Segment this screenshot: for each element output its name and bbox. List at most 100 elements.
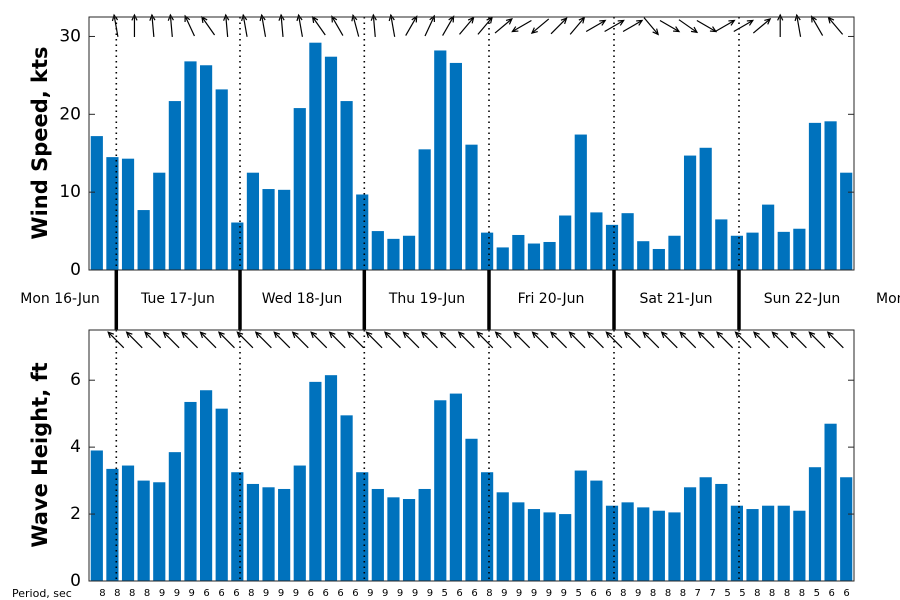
wave-bar xyxy=(730,505,743,581)
wave-direction-arrow xyxy=(623,331,641,349)
wind-direction-arrow xyxy=(569,16,586,35)
wave-bar xyxy=(246,483,260,581)
wave-direction-arrow xyxy=(513,331,531,349)
wind-bar xyxy=(168,101,181,270)
period-value: 8 xyxy=(665,588,671,599)
wind-direction-arrow xyxy=(459,16,475,35)
wave-bar xyxy=(434,400,447,581)
wind-bar xyxy=(683,155,697,270)
day-label: Sat 21-Jun xyxy=(640,291,713,307)
wave-bar xyxy=(371,488,384,581)
period-value: 6 xyxy=(471,588,477,599)
period-value: 8 xyxy=(769,588,775,599)
wind-bar xyxy=(402,235,416,270)
wind-bar xyxy=(543,241,556,270)
wind-bar xyxy=(762,204,775,270)
wind-bar xyxy=(465,144,478,270)
wind-direction-arrow xyxy=(494,18,513,34)
period-value: 6 xyxy=(203,588,209,599)
wave-bar xyxy=(200,390,213,581)
period-value: 5 xyxy=(814,588,820,599)
day-label: Thu 19-Jun xyxy=(388,291,465,307)
wave-bar xyxy=(793,510,806,581)
wind-direction-arrow xyxy=(810,15,824,36)
period-value: 9 xyxy=(174,588,180,599)
period-value: 8 xyxy=(650,588,656,599)
day-label: Mon 16-Jun xyxy=(20,291,100,307)
wind-direction-arrow xyxy=(715,19,736,33)
wind-bar xyxy=(184,61,197,271)
wave-bar xyxy=(168,452,181,581)
wind-bar xyxy=(824,121,837,270)
wave-direction-arrow xyxy=(291,331,309,349)
wind-direction-arrow xyxy=(530,18,550,34)
wave-direction-arrow xyxy=(605,331,623,349)
wave-direction-arrow xyxy=(347,331,365,349)
period-value: 9 xyxy=(635,588,641,599)
wind-bar xyxy=(746,232,759,270)
wind-bar xyxy=(153,172,166,270)
period-value: 5 xyxy=(724,588,730,599)
wind-direction-arrow xyxy=(777,13,784,37)
wind-direction-arrow xyxy=(131,13,138,37)
wave-direction-arrow xyxy=(162,331,180,349)
wind-bar xyxy=(793,228,806,270)
wave-height-axis-label: Wave Height, ft xyxy=(28,362,52,547)
wave-direction-arrow xyxy=(550,331,568,349)
period-value: 8 xyxy=(248,588,254,599)
period-value: 9 xyxy=(189,588,195,599)
wind-bar xyxy=(418,149,431,270)
wave-bar xyxy=(652,510,665,581)
wave-bar xyxy=(715,483,728,581)
period-value: 9 xyxy=(531,588,537,599)
wind-bar xyxy=(605,224,619,270)
wind-bar xyxy=(574,134,587,270)
wave-bar xyxy=(153,482,166,581)
wind-bar xyxy=(730,235,743,270)
wave-direction-arrow xyxy=(494,331,512,349)
wave-bar xyxy=(215,408,228,581)
period-value: 9 xyxy=(561,588,567,599)
wind-direction-arrow xyxy=(388,13,396,37)
period-value: 9 xyxy=(546,588,552,599)
wave-bar xyxy=(90,450,103,581)
day-label: Wed 18-Jun xyxy=(262,291,343,307)
wind-direction-arrow xyxy=(278,13,285,38)
wind-bar xyxy=(449,62,462,271)
wave-bar xyxy=(231,472,244,581)
period-value: 9 xyxy=(159,588,165,599)
wave-direction-arrow xyxy=(328,331,346,349)
period-value: 7 xyxy=(709,588,715,599)
period-value: 8 xyxy=(620,588,626,599)
wave-bar xyxy=(527,509,541,581)
wave-bar xyxy=(449,393,462,581)
day-label: Fri 20-Jun xyxy=(518,291,585,307)
wind-direction-arrow xyxy=(241,13,248,37)
day-label: Sun 22-Jun xyxy=(764,291,841,307)
period-value: 8 xyxy=(99,588,105,599)
wave-direction-arrow xyxy=(365,331,383,349)
wave-ytick-label: 0 xyxy=(70,571,81,591)
wave-bar xyxy=(387,497,400,581)
wave-bar xyxy=(465,438,478,581)
period-value: 6 xyxy=(843,588,849,599)
period-value: 6 xyxy=(218,588,224,599)
wave-plot-frame xyxy=(88,329,855,582)
wave-height-panel: 0 2 4 6 Wave Height, ft xyxy=(28,329,855,591)
wave-bar xyxy=(340,415,353,581)
wind-bar xyxy=(699,147,712,270)
wind-bar xyxy=(715,219,728,270)
wind-bar xyxy=(278,189,291,270)
wave-ytick-label: 4 xyxy=(70,437,81,457)
wave-direction-arrow xyxy=(125,331,143,349)
wave-bar xyxy=(496,492,509,581)
wave-direction-arrow xyxy=(586,331,604,349)
wave-direction-arrow xyxy=(734,331,752,349)
wind-bar xyxy=(262,189,275,270)
wave-bar xyxy=(840,477,853,581)
wave-bar xyxy=(777,505,790,581)
wind-bar xyxy=(200,65,213,270)
wind-bar xyxy=(668,235,681,270)
wave-bar xyxy=(402,499,416,581)
